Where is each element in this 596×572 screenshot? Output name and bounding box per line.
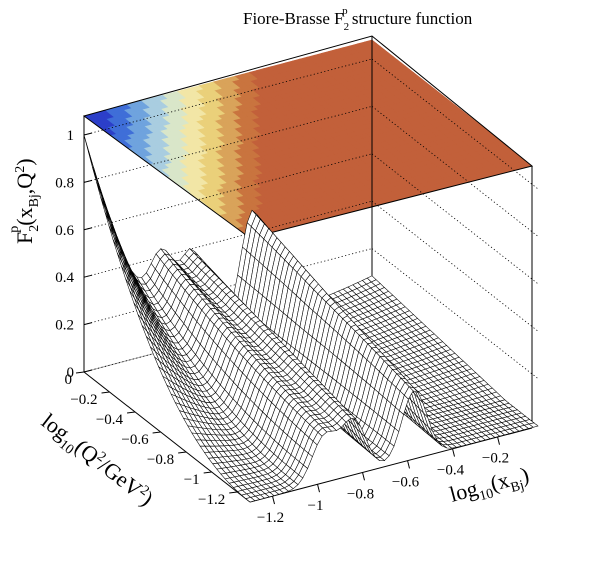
grid-line <box>371 58 539 190</box>
top-plane-cell <box>381 204 395 211</box>
top-plane-cell <box>281 231 294 237</box>
top-plane-cell <box>417 194 431 201</box>
y-tick-label: 0 <box>65 372 73 388</box>
y-tick <box>101 391 110 394</box>
x-tick <box>452 448 455 457</box>
x-tick <box>362 472 365 481</box>
y-tick-label: −0.6 <box>121 432 149 448</box>
z-tick <box>83 179 93 183</box>
z-tick-label: 1 <box>67 128 75 144</box>
grid-line <box>371 153 539 285</box>
z-axis: 0 0.2 0.4 0.6 0.8 1 <box>55 128 93 381</box>
top-plane-cell <box>302 225 316 232</box>
x-axis: −1.2 −1 −0.8 −0.6 −0.4 −0.2 <box>257 436 509 526</box>
x-tick-label: −0.4 <box>437 463 465 479</box>
grid-line <box>371 106 539 237</box>
y-tick <box>127 411 136 414</box>
y-tick <box>203 471 212 474</box>
top-plane-cell <box>309 223 323 230</box>
top-plane-cell <box>367 208 381 215</box>
top-plane-cell <box>425 193 438 199</box>
top-plane-cell <box>518 168 532 175</box>
top-plane-cell <box>403 198 417 205</box>
top-plane-cell <box>331 217 345 224</box>
y-tick <box>75 371 85 374</box>
z-tick <box>83 274 93 278</box>
z-tick-label: 0.6 <box>55 223 74 239</box>
z-tick-label: 0.4 <box>55 270 74 286</box>
top-plane-cell <box>345 213 359 220</box>
y-axis: 0 −0.2 −0.4 −0.6 −0.8 −1 −1.2 <box>65 371 238 508</box>
y-tick-label: −0.4 <box>96 412 124 428</box>
top-plane-cell <box>317 221 330 228</box>
grid-line <box>371 200 539 332</box>
x-tick <box>497 436 500 445</box>
top-plane-cell <box>497 174 510 180</box>
top-plane-cell <box>475 179 489 186</box>
y-tick-label: −1 <box>184 472 200 488</box>
top-plane-cell <box>482 177 496 184</box>
top-plane-cell <box>432 191 446 197</box>
top-plane-cell <box>439 189 453 196</box>
top-plane-cell <box>288 229 302 235</box>
y-tick <box>178 451 187 454</box>
x-tick <box>317 484 320 493</box>
top-contour-plane <box>84 39 532 238</box>
z-tick <box>83 227 93 231</box>
top-plane-cell <box>511 170 525 177</box>
z-tick-label: 0.2 <box>55 318 74 334</box>
z-tick-label: 0 <box>67 365 75 381</box>
chart-title: Fiore-Brasse F2p structure function <box>243 5 473 33</box>
top-plane-cell <box>389 202 402 209</box>
z-tick-label: 0.8 <box>55 175 74 191</box>
top-plane-cell <box>410 196 424 203</box>
grid-line <box>371 248 539 379</box>
y-tick-label: −0.8 <box>147 452 174 468</box>
top-plane-cell <box>453 185 467 192</box>
top-plane-cell <box>295 227 309 234</box>
z-tick <box>83 132 93 136</box>
x-tick-label: −1 <box>308 498 324 514</box>
y-tick <box>229 491 238 494</box>
surface-mesh <box>83 134 539 503</box>
x-tick-label: −0.8 <box>347 486 374 502</box>
top-plane-cell <box>489 175 503 182</box>
top-plane-cell <box>446 187 460 194</box>
top-plane-cell <box>353 212 366 218</box>
x-tick <box>272 495 275 505</box>
z-tick <box>83 369 93 373</box>
z-axis-title: F2p(xBj,Q2) <box>7 158 42 244</box>
top-plane-cell <box>324 219 338 226</box>
mesh-cell <box>245 497 256 503</box>
x-tick-label: −0.2 <box>482 451 509 467</box>
top-plane-cell <box>504 172 518 178</box>
x-tick-label: −1.2 <box>257 510 284 526</box>
y-tick-label: −0.2 <box>70 392 97 408</box>
top-plane-cell <box>360 210 374 216</box>
top-plane-cell <box>396 200 410 207</box>
top-plane-cell <box>338 215 352 222</box>
x-tick <box>407 460 410 469</box>
top-plane-cell <box>374 206 388 213</box>
x-tick-label: −0.6 <box>392 474 420 490</box>
z-tick <box>83 322 93 326</box>
y-tick <box>152 431 161 434</box>
y-tick-label: −1.2 <box>198 492 225 508</box>
